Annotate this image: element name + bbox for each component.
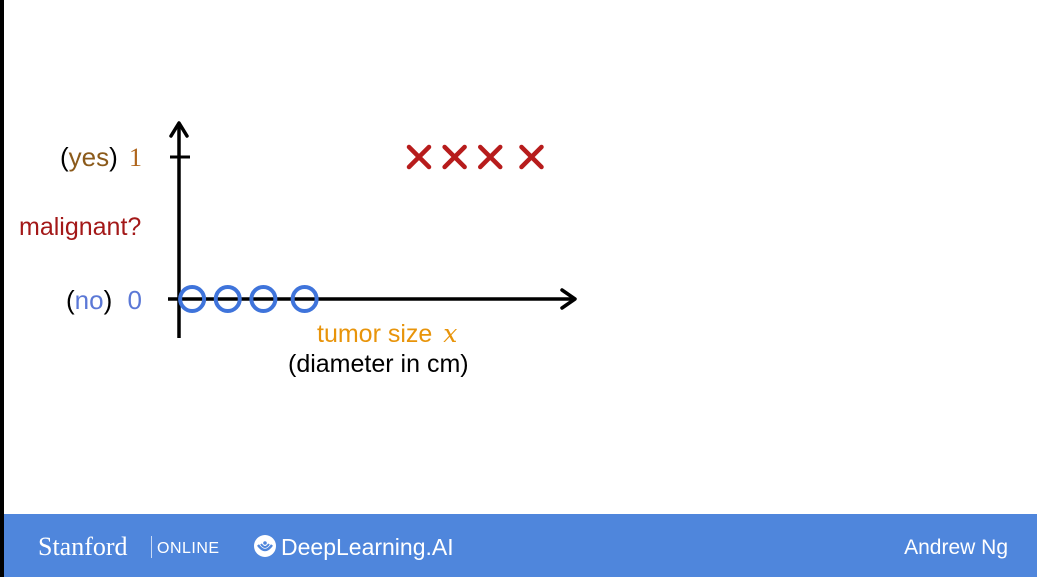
y-tick-no-label: (no) 0 — [66, 287, 142, 313]
data-point-circle-0 — [178, 285, 207, 313]
axes — [168, 121, 577, 338]
data-point-circle-1 — [213, 285, 242, 313]
yes-open-paren: ( — [60, 142, 69, 172]
data-point-circle-2 — [249, 285, 278, 313]
data-point-cross-3 — [519, 144, 544, 170]
x-axis-sublabel: (diameter in cm) — [288, 350, 469, 378]
y-tick-yes-label: (yes) 1 — [60, 144, 142, 171]
yes-close-paren: ) — [109, 142, 118, 172]
slide: (yes) 1 malignant? (no) 0 tumor size x (… — [4, 0, 1037, 514]
plot-area — [168, 121, 577, 338]
y-tick-1: 1 — [129, 143, 143, 172]
stanford-logo: Stanford — [38, 532, 128, 561]
deeplearning-logo-icon — [254, 535, 276, 557]
y-axis-arrow — [169, 121, 189, 138]
footer-bar: Stanford ONLINE DeepLearning.AI Andrew N… — [4, 514, 1037, 577]
data-point-cross-0 — [406, 144, 432, 170]
yes-word: yes — [68, 142, 110, 172]
presenter-name: Andrew Ng — [904, 536, 1008, 559]
data-point-circle-3 — [290, 285, 319, 313]
no-open-paren: ( — [66, 285, 75, 315]
data-point-cross-2 — [478, 144, 503, 170]
x-axis-label: tumor size x — [317, 321, 457, 347]
y-axis-label: malignant? — [19, 213, 142, 241]
y-tick-0: 0 — [127, 285, 142, 315]
online-label: ONLINE — [157, 540, 220, 557]
no-close-paren: ) — [103, 285, 113, 315]
marks — [178, 144, 544, 313]
deeplearning-brand: DeepLearning.AI — [281, 534, 454, 560]
x-axis-arrow — [560, 288, 577, 310]
no-word: no — [74, 285, 104, 315]
brand-divider — [151, 536, 152, 558]
data-point-cross-1 — [442, 144, 467, 170]
x-axis-label-text: tumor size — [317, 320, 433, 348]
x-axis-variable: x — [443, 319, 458, 348]
